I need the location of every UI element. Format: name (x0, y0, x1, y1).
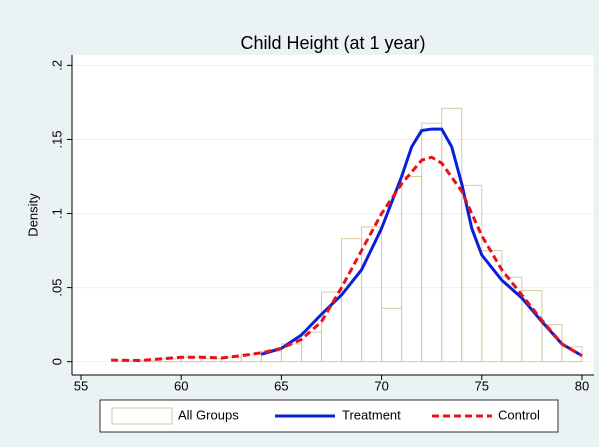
legend-label: All Groups (178, 407, 239, 422)
x-tick-label: 75 (475, 378, 489, 393)
legend-swatch (111, 407, 173, 425)
legend-label: Control (498, 407, 540, 422)
y-tick-label: .15 (49, 130, 64, 148)
y-tick-label: 0 (49, 358, 64, 365)
chart-title: Child Height (at 1 year) (240, 33, 425, 53)
histogram-bar (361, 226, 383, 363)
x-tick-label: 65 (274, 378, 288, 393)
y-tick-label: .05 (49, 279, 64, 297)
y-axis-label: Density (25, 193, 40, 237)
x-tick-label: 70 (374, 378, 388, 393)
plot-area (72, 55, 594, 375)
x-tick-label: 55 (74, 378, 88, 393)
density-line (111, 155, 583, 362)
legend-label: Treatment (342, 407, 401, 422)
y-tick-label: .2 (49, 60, 64, 71)
x-tick-label: 60 (174, 378, 188, 393)
y-tick-label: .1 (49, 208, 64, 219)
x-tick-label: 80 (575, 378, 589, 393)
